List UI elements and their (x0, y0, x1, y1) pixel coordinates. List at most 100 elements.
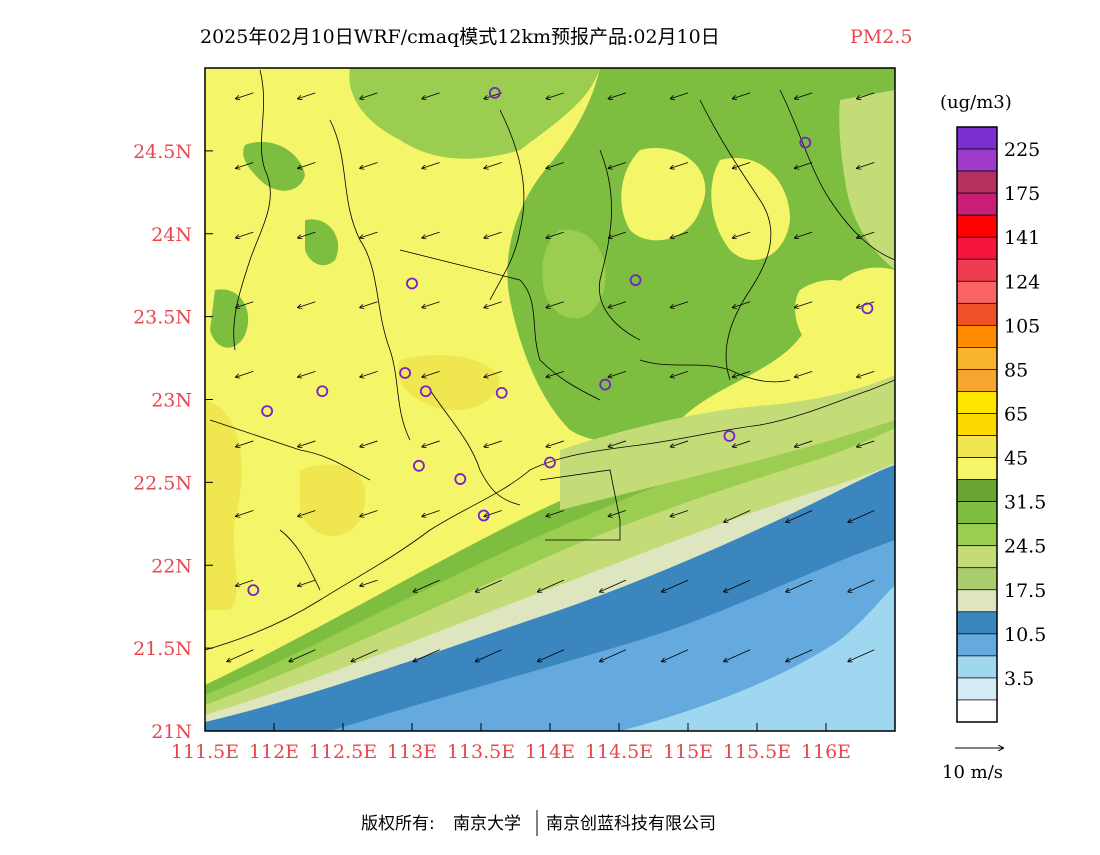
monitoring-site-marker (477, 509, 490, 522)
lat-tick-label: 23.5N (133, 307, 192, 329)
wind-arrow (236, 579, 254, 586)
wind-arrow (600, 579, 627, 592)
colorbar-legend: 225 175 141 124 105 85 65 45 31.5 24.5 17.5 10.5 3.5 (956, 126, 1046, 723)
wind-arrow (289, 649, 316, 662)
wind-arrow (476, 649, 502, 662)
lon-tick-label: 112.5E (309, 741, 377, 763)
wind-arrow (733, 370, 751, 377)
lat-tick-label: 21N (151, 721, 192, 743)
lon-tick-label: 113.5E (447, 741, 515, 763)
wind-arrow (671, 510, 689, 517)
wind-arrow (351, 649, 378, 662)
colorbar-label: 45 (1004, 448, 1028, 470)
colorbar-cell (956, 655, 998, 679)
colorbar-cell (956, 699, 998, 723)
wind-arrow (298, 510, 316, 517)
colorbar-label: 124 (1004, 271, 1040, 293)
wind-arrow (857, 231, 875, 238)
wind-arrow (236, 440, 254, 447)
wind-arrow (609, 510, 627, 517)
monitoring-site-marker (495, 386, 508, 399)
colorbar-cell (956, 391, 998, 414)
wind-vectors (227, 92, 875, 662)
wind-arrow (671, 92, 689, 99)
monitoring-site-marker (419, 385, 432, 398)
footer-org2: 南京创蓝科技有限公司 (546, 814, 716, 834)
wind-arrow (857, 440, 875, 447)
wind-arrow (484, 162, 502, 168)
monitoring-site-marker (861, 302, 874, 315)
wind-arrow (236, 370, 254, 377)
colorbar-cell (956, 413, 998, 436)
wind-arrow (546, 440, 564, 447)
colorbar-label: 141 (1004, 227, 1040, 249)
wind-arrow (422, 92, 440, 99)
footer-org1: 南京大学 (453, 814, 521, 834)
wind-arrow (414, 579, 440, 592)
colorbar-label: 17.5 (1004, 580, 1046, 602)
concentration-band-3-5 (620, 585, 895, 731)
wind-arrow (236, 510, 254, 517)
lon-tick-label: 111.5E (171, 741, 239, 763)
wind-arrow (848, 579, 875, 592)
wind-arrow (609, 440, 627, 447)
colorbar-cell (956, 523, 998, 547)
wind-arrow (538, 649, 564, 662)
colorbar-cell (956, 589, 998, 613)
colorbar-cell (956, 280, 998, 304)
colorbar-cell (956, 236, 998, 260)
wind-arrow (476, 579, 502, 592)
wind-arrow (360, 231, 378, 238)
wind-arrow (786, 510, 813, 523)
wind-key-label: 10 m/s (942, 762, 1003, 783)
wind-arrow (857, 370, 875, 377)
concentration-patch (205, 400, 242, 610)
wind-arrow (546, 162, 564, 168)
wind-arrow (600, 649, 627, 662)
wind-arrow (484, 92, 502, 99)
wind-arrow (360, 510, 378, 517)
wind-arrow (484, 231, 502, 238)
colorbar-label: 105 (1004, 315, 1040, 337)
monitoring-site-marker (723, 430, 736, 442)
concentration-patch (542, 229, 606, 319)
wind-arrow (857, 301, 875, 308)
colorbar-cell (956, 545, 998, 569)
colorbar-cell (956, 567, 998, 591)
monitoring-site-marker (399, 367, 412, 379)
wind-arrow (422, 440, 440, 447)
colorbar-cell (956, 611, 998, 635)
wind-arrow (795, 440, 813, 447)
lat-tick-label: 24.5N (133, 141, 192, 163)
monitoring-site-marker (488, 86, 501, 99)
wind-arrow (609, 162, 627, 168)
wind-arrow (422, 301, 440, 308)
colorbar-label: 225 (1004, 139, 1040, 161)
monitoring-site-marker (247, 584, 260, 597)
lon-tick-label: 113E (387, 741, 437, 763)
concentration-patch (795, 280, 875, 354)
wind-arrow (546, 370, 564, 377)
wind-arrow (422, 231, 440, 238)
lat-tick-label: 23N (151, 390, 192, 412)
wind-arrow (671, 231, 689, 238)
wind-arrow (414, 649, 440, 662)
wind-arrow (786, 649, 813, 662)
wind-arrow (848, 649, 875, 662)
wind-arrow (609, 301, 627, 308)
wind-arrow (662, 649, 689, 662)
lon-tick-label: 115E (663, 741, 713, 763)
colorbar-label: 175 (1004, 183, 1040, 205)
wind-arrow (360, 301, 378, 308)
wind-arrow (546, 301, 564, 308)
colorbar-cell (956, 501, 998, 525)
monitoring-site-marker (799, 136, 812, 149)
concentration-patch (711, 158, 790, 260)
wind-arrow (484, 440, 502, 447)
wind-arrow (298, 370, 316, 377)
colorbar-cell (956, 126, 998, 150)
colorbar-label: 24.5 (1004, 536, 1046, 558)
lat-tick-label: 21.5N (133, 638, 192, 660)
